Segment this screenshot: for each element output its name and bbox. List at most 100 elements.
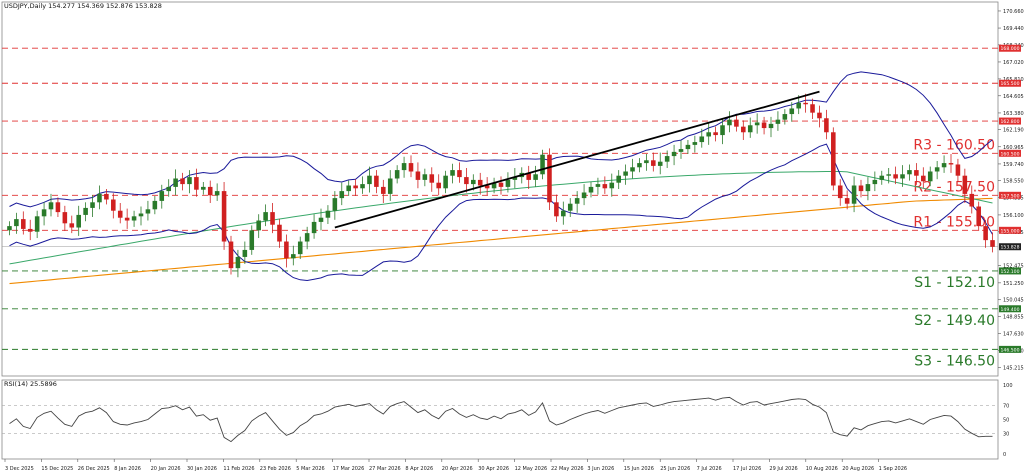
candle-body [962, 175, 968, 194]
candle-body [249, 230, 255, 250]
candle-body [678, 149, 684, 152]
level-price-tag [999, 79, 1021, 87]
level-price-tag [999, 44, 1021, 52]
rsi-tick-label: 70 [1003, 404, 1009, 410]
y-tick-label: 170.660 [1003, 9, 1024, 15]
rsi-tick-label: 50 [1003, 418, 1009, 424]
candle-body [7, 226, 12, 231]
candle-body [484, 185, 490, 189]
x-tick-label: 17 Jul 2026 [733, 466, 761, 472]
candle-body [692, 142, 698, 145]
candle-body [41, 209, 47, 217]
candle-body [706, 132, 711, 137]
y-tick-label: 169.440 [1003, 26, 1024, 32]
candle-body [304, 233, 310, 242]
candle-body [934, 167, 940, 172]
candle-body [55, 202, 61, 213]
level-price-tag [999, 267, 1021, 275]
candle-body [616, 175, 621, 183]
x-tick-label: 23 Feb 2026 [260, 466, 291, 472]
candle-body [602, 184, 608, 189]
candle-body [152, 200, 158, 210]
level-price-tag-label: 149.400 [1001, 307, 1020, 313]
x-tick-label: 30 Jan 2026 [187, 466, 217, 472]
candle-body [803, 102, 808, 105]
candle-body [332, 198, 338, 211]
candle-body [187, 177, 192, 185]
level-price-tag-label: 146.500 [1001, 347, 1020, 353]
candle-body [810, 104, 815, 113]
candle-body [221, 191, 227, 242]
candle-body [34, 216, 40, 232]
candle-body [512, 177, 518, 180]
candle-body [685, 144, 691, 150]
candle-body [415, 171, 421, 180]
candle-body [381, 186, 386, 194]
candle-body [754, 122, 760, 126]
candle-body [256, 220, 261, 231]
candle-body [671, 151, 677, 157]
level-price-tag-label: 157.500 [1001, 193, 1020, 199]
chart-title: USDJPY,Daily 154.277 154.369 152.876 153… [4, 2, 162, 10]
y-tick-label: 151.250 [1003, 281, 1024, 287]
current-price-tag-label: 153.828 [1001, 245, 1020, 251]
candle-body [27, 228, 33, 232]
candle-body [353, 185, 358, 189]
indicator-lines [9, 71, 993, 285]
candle-body [270, 212, 275, 225]
level-price-tag-label: 155.000 [1001, 228, 1020, 234]
candle-body [374, 175, 379, 187]
level-price-tag-label: 165.500 [1001, 81, 1020, 87]
candle-body [318, 217, 324, 222]
candle-body [166, 186, 171, 192]
candle-body [824, 118, 829, 133]
current-price-tag [999, 243, 1021, 251]
rsi-tick-label: 30 [1003, 431, 1009, 437]
rsi-title: RSI(14) 25.5896 [4, 380, 57, 388]
level-price-tag [999, 305, 1021, 313]
x-tick-label: 27 Mar 2026 [369, 466, 401, 472]
x-tick-label: 7 Jul 2026 [697, 466, 722, 472]
candle-body [927, 171, 933, 182]
x-tick-label: 20 Apr 2026 [442, 466, 473, 472]
candle-body [173, 178, 178, 187]
candle-body [360, 184, 365, 189]
candle-body [138, 213, 144, 217]
candle-body [367, 175, 372, 185]
candle-body [574, 198, 580, 204]
x-tick-label: 3 Jun 2026 [587, 466, 614, 472]
candle-body [14, 219, 19, 227]
candle-body [436, 182, 441, 189]
candle-body [76, 214, 81, 228]
x-tick-label: 1 Sep 2026 [879, 466, 908, 472]
candle-body [242, 249, 248, 257]
level-price-tag [999, 226, 1021, 234]
candle-body [124, 217, 130, 221]
candle-body [609, 182, 615, 189]
candle-body [547, 154, 552, 203]
candle-body [893, 174, 898, 179]
y-tick-label: 156.100 [1003, 213, 1024, 219]
candle-body [477, 179, 483, 186]
candle-body [948, 163, 954, 165]
candle-body [879, 175, 885, 180]
level-label: R1 - 155.00 [913, 214, 995, 230]
x-tick-label: 10 Aug 2026 [806, 466, 838, 472]
candle-body [837, 185, 843, 199]
candle-body [201, 186, 206, 190]
candle-body [664, 156, 670, 162]
candle-body [567, 203, 573, 211]
y-tick-label: 152.475 [1003, 264, 1024, 270]
candle-body [346, 185, 351, 192]
candle-body [450, 170, 455, 176]
candle-body [277, 224, 282, 242]
x-tick-label: 8 Apr 2026 [405, 466, 433, 472]
candle-body [471, 179, 476, 185]
candle-body [983, 226, 988, 241]
candle-body [297, 241, 303, 255]
candle-body [581, 192, 587, 199]
candle-body [630, 167, 635, 172]
x-tick-label: 29 Jul 2026 [769, 466, 797, 472]
x-tick-label: 20 Jan 2026 [151, 466, 181, 472]
level-label: R2 - 157.50 [913, 179, 995, 195]
